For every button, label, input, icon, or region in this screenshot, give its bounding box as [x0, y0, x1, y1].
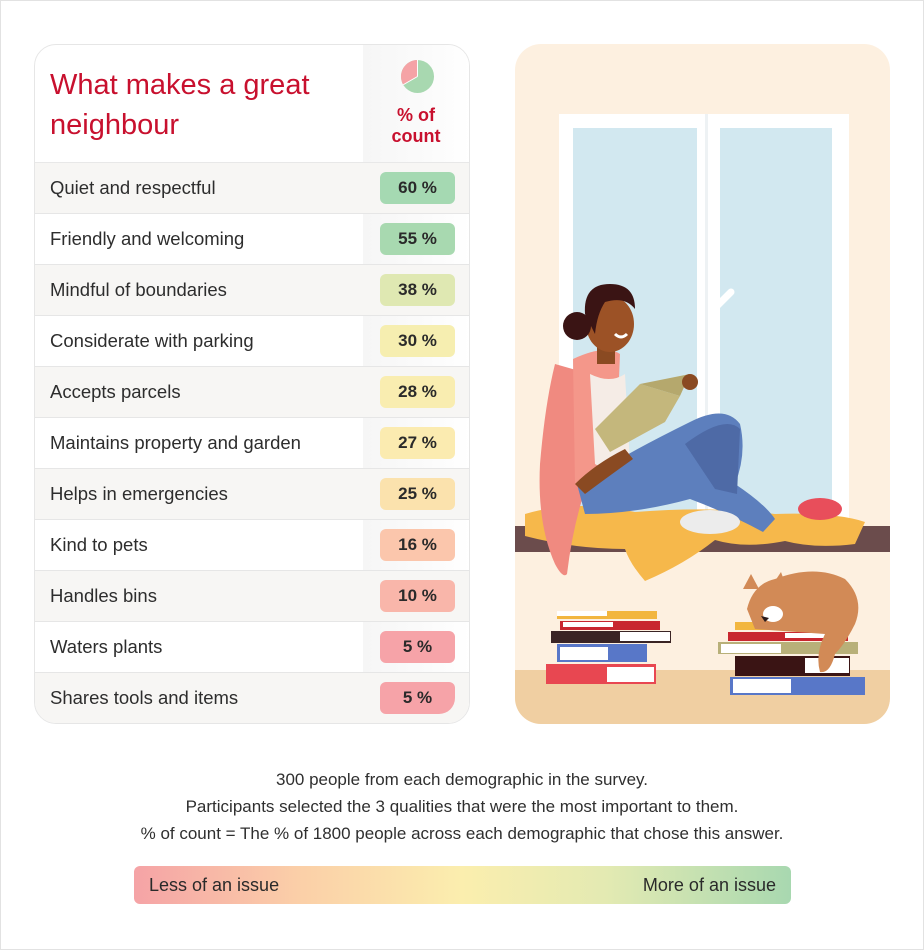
- table-row: Kind to pets 16 %: [35, 520, 469, 571]
- value-badge: 5 %: [380, 682, 455, 714]
- row-label: Kind to pets: [50, 534, 148, 555]
- footnote-definition: % of count = The % of 1800 people across…: [140, 824, 784, 843]
- value-badge: 28 %: [380, 376, 455, 408]
- value-badge: 30 %: [380, 325, 455, 357]
- legend-right-label: More of an issue: [642, 875, 776, 895]
- row-label: Maintains property and garden: [50, 432, 301, 453]
- table-row: Waters plants 5 %: [35, 622, 469, 673]
- row-label: Shares tools and items: [50, 687, 239, 708]
- value-badge: 5 %: [380, 631, 455, 663]
- table-body: Quiet and respectful 60 % Friendly and we…: [35, 163, 469, 723]
- footnotes: 300 people from each demographic in the …: [0, 766, 924, 847]
- value-badge: 25 %: [380, 478, 455, 510]
- row-label: Helps in emergencies: [50, 483, 228, 504]
- woman-reading-illustration: [515, 114, 890, 724]
- table-row: Helps in emergencies 25 %: [35, 469, 469, 520]
- row-label: Accepts parcels: [50, 381, 181, 402]
- legend-left-label: Less of an issue: [149, 875, 280, 895]
- table-header: What makes a great neighbour % of count: [35, 45, 469, 163]
- row-label: Waters plants: [50, 636, 163, 657]
- illustration-panel: [515, 44, 890, 724]
- table-title: What makes a great neighbour: [50, 69, 310, 141]
- ranking-table: What makes a great neighbour % of count …: [34, 44, 470, 724]
- pie-chart-icon: [400, 59, 435, 94]
- table-row: Handles bins 10 %: [35, 571, 469, 622]
- row-label: Quiet and respectful: [50, 177, 216, 198]
- value-badge: 27 %: [380, 427, 455, 459]
- table-row: Shares tools and items 5 %: [35, 673, 469, 723]
- table-row: Mindful of boundaries 38 %: [35, 265, 469, 316]
- table-row: Maintains property and garden 27 %: [35, 418, 469, 469]
- color-scale-legend: Less of an issue More of an issue: [134, 866, 791, 904]
- table-row: Considerate with parking 30 %: [35, 316, 469, 367]
- table-row: Accepts parcels 28 %: [35, 367, 469, 418]
- table-row: Friendly and welcoming 55 %: [35, 214, 469, 265]
- column-header-percent: % of count: [391, 105, 441, 146]
- value-badge: 16 %: [380, 529, 455, 561]
- row-label: Friendly and welcoming: [50, 228, 245, 249]
- row-label: Mindful of boundaries: [50, 279, 227, 300]
- footnote-method: Participants selected the 3 qualities th…: [185, 797, 739, 816]
- row-label: Handles bins: [50, 585, 157, 606]
- value-badge: 60 %: [380, 172, 455, 204]
- footnote-sample-size: 300 people from each demographic in the …: [275, 770, 649, 789]
- value-badge: 38 %: [380, 274, 455, 306]
- value-badge: 55 %: [380, 223, 455, 255]
- row-label: Considerate with parking: [50, 330, 254, 351]
- table-row: Quiet and respectful 60 %: [35, 163, 469, 214]
- value-badge: 10 %: [380, 580, 455, 612]
